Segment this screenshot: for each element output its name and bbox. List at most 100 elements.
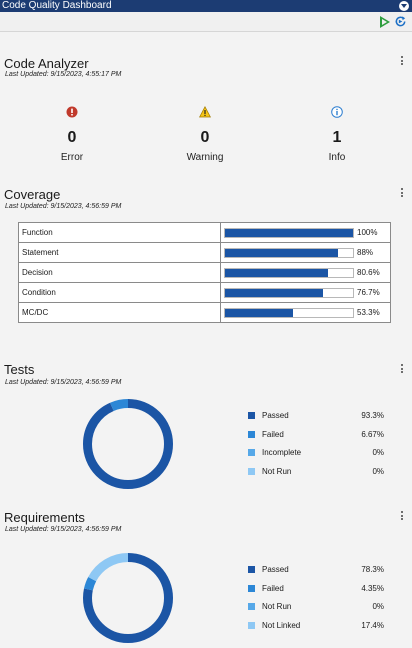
tests-updated: Last Updated: 9/15/2023, 4:56:59 PM: [5, 379, 122, 386]
coverage-bar-fill: [225, 228, 353, 237]
legend-label: Not Run: [262, 466, 292, 476]
error-count: 0: [67, 129, 77, 146]
coverage-bar: [224, 287, 354, 298]
coverage-percent: 100%: [357, 228, 378, 237]
legend-value: 0%: [372, 602, 384, 611]
legend-label: Not Linked: [262, 620, 301, 630]
legend-value: 93.3%: [361, 411, 384, 420]
coverage-bar-fill: [225, 288, 324, 297]
legend-swatch: [248, 467, 255, 475]
coverage-row-decision[interactable]: Decision 80.6%: [18, 262, 391, 283]
coverage-bar-fill: [225, 248, 338, 257]
coverage-metric-label: MC/DC: [18, 302, 221, 323]
window-title: Code Quality Dashboard: [2, 0, 112, 11]
tests-menu-icon[interactable]: [401, 364, 404, 375]
code-analyzer-updated: Last Updated: 9/15/2023, 4:55:17 PM: [5, 71, 122, 78]
coverage-metric-label: Condition: [18, 282, 221, 303]
legend-label: Failed: [262, 429, 284, 439]
coverage-bar-cell: 80.6%: [220, 262, 391, 283]
requirements-menu-icon[interactable]: [401, 511, 404, 522]
requirements-donut-chart: [83, 553, 173, 643]
legend-swatch: [248, 584, 255, 592]
info-label: Info: [328, 152, 346, 163]
legend-value: 17.4%: [361, 620, 384, 630]
legend-label: Incomplete: [262, 448, 302, 457]
legend-value: 4.35%: [361, 583, 384, 593]
coverage-bar: [224, 247, 354, 258]
coverage-bar-cell: 100%: [220, 222, 391, 243]
coverage-bar-fill: [225, 308, 294, 317]
info-icon: [331, 106, 343, 118]
donut-segment-failed[interactable]: [83, 399, 173, 489]
error-icon: [66, 106, 78, 118]
warning-summary[interactable]: 0 Warning: [155, 106, 255, 163]
code-analyzer-menu-icon[interactable]: [401, 56, 404, 67]
legend-value: 6.67%: [361, 429, 384, 439]
coverage-bar: [224, 307, 354, 318]
coverage-row-statement[interactable]: Statement 88%: [18, 242, 391, 263]
tests-title: Tests: [4, 362, 35, 377]
legend-swatch: [248, 412, 255, 419]
legend-item-incomplete[interactable]: Incomplete 0%: [248, 447, 384, 466]
legend-label: Failed: [262, 583, 284, 593]
play-icon[interactable]: [380, 16, 390, 28]
coverage-table: Function 100% Statement 88% Decision 80.6% Con…: [18, 222, 391, 323]
coverage-menu-icon[interactable]: [401, 188, 404, 199]
coverage-percent: 53.3%: [357, 308, 380, 317]
legend-item-not-linked[interactable]: Not Linked 17.4%: [248, 620, 384, 639]
error-summary[interactable]: 0 Error: [22, 106, 122, 163]
coverage-bar-cell: 88%: [220, 242, 391, 263]
chevron-down-icon[interactable]: [399, 1, 409, 11]
warning-label: Warning: [186, 152, 224, 163]
coverage-metric-label: Statement: [18, 242, 221, 263]
legend-item-passed[interactable]: Passed 78.3%: [248, 564, 384, 583]
coverage-row-condition[interactable]: Condition 76.7%: [18, 282, 391, 303]
legend-item-failed[interactable]: Failed 4.35%: [248, 583, 384, 602]
legend-swatch: [248, 603, 255, 610]
tests-donut-chart: [83, 399, 173, 489]
legend-swatch: [248, 566, 255, 573]
legend-item-passed[interactable]: Passed 93.3%: [248, 410, 384, 429]
coverage-title: Coverage: [4, 187, 61, 202]
refresh-icon[interactable]: [394, 15, 407, 28]
legend-label: Not Run: [262, 602, 292, 611]
legend-value: 0%: [372, 466, 384, 476]
legend-item-not-run[interactable]: Not Run 0%: [248, 601, 384, 620]
info-count: 1: [332, 129, 342, 146]
coverage-percent: 76.7%: [357, 288, 380, 297]
error-label: Error: [60, 152, 84, 163]
coverage-bar: [224, 227, 354, 238]
info-summary[interactable]: 1 Info: [287, 106, 387, 163]
legend-value: 0%: [372, 448, 384, 457]
title-bar: Code Quality Dashboard: [0, 0, 412, 12]
legend-value: 78.3%: [361, 565, 384, 574]
coverage-percent: 88%: [357, 248, 374, 257]
coverage-bar-fill: [225, 268, 329, 277]
legend-item-not-run[interactable]: Not Run 0%: [248, 466, 384, 485]
tests-legend: Passed 93.3% Failed 6.67% Incomplete 0% Not Ru…: [248, 410, 384, 484]
coverage-bar-cell: 53.3%: [220, 302, 391, 323]
warning-count: 0: [200, 129, 210, 146]
coverage-updated: Last Updated: 9/15/2023, 4:56:59 PM: [5, 203, 122, 210]
warning-icon: [199, 106, 211, 118]
coverage-percent: 80.6%: [357, 268, 380, 277]
toolbar: [0, 12, 412, 32]
requirements-updated: Last Updated: 9/15/2023, 4:56:59 PM: [5, 526, 122, 533]
legend-swatch: [248, 449, 255, 456]
requirements-legend: Passed 78.3% Failed 4.35% Not Run 0% Not Linke…: [248, 564, 384, 638]
legend-swatch: [248, 430, 255, 438]
coverage-bar-cell: 76.7%: [220, 282, 391, 303]
legend-item-failed[interactable]: Failed 6.67%: [248, 429, 384, 448]
donut-segment-passed[interactable]: [83, 399, 173, 489]
requirements-title: Requirements: [4, 510, 85, 525]
coverage-row-mc-dc[interactable]: MC/DC 53.3%: [18, 302, 391, 323]
code-analyzer-title: Code Analyzer: [4, 56, 89, 71]
coverage-metric-label: Function: [18, 222, 221, 243]
legend-label: Passed: [262, 565, 289, 574]
coverage-bar: [224, 267, 354, 278]
coverage-row-function[interactable]: Function 100%: [18, 222, 391, 243]
legend-label: Passed: [262, 411, 289, 420]
donut-segment-not-linked[interactable]: [83, 553, 173, 643]
coverage-metric-label: Decision: [18, 262, 221, 283]
legend-swatch: [248, 621, 255, 629]
